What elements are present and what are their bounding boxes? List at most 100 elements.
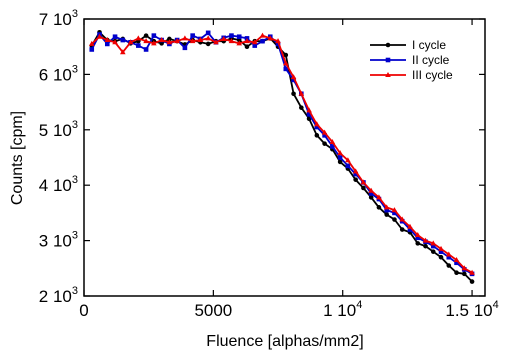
- legend-item: III cycle: [370, 68, 453, 82]
- data-point: [337, 155, 343, 160]
- data-point: [391, 207, 398, 213]
- data-point: [151, 33, 157, 38]
- data-point: [423, 243, 428, 249]
- data-point: [415, 241, 421, 246]
- data-point: [414, 232, 421, 238]
- data-point: [430, 249, 436, 254]
- data-point: [298, 90, 305, 96]
- data-point: [229, 33, 234, 38]
- data-point: [453, 256, 460, 262]
- data-point: [260, 38, 265, 44]
- data-point: [407, 227, 413, 232]
- data-point: [205, 41, 211, 47]
- data-point: [89, 47, 95, 52]
- data-point: [182, 35, 188, 41]
- data-point: [166, 39, 173, 45]
- series-3: [88, 32, 475, 275]
- data-point: [330, 144, 335, 149]
- data-point: [392, 210, 397, 216]
- data-point: [361, 185, 366, 191]
- data-point: [438, 254, 444, 260]
- data-point: [383, 204, 390, 210]
- legend-label: I cycle: [412, 38, 446, 52]
- data-point: [353, 177, 358, 182]
- data-point: [469, 279, 475, 284]
- data-point: [345, 163, 351, 169]
- legend-label: II cycle: [412, 53, 450, 67]
- data-point: [384, 207, 389, 213]
- legend-marker: [385, 57, 391, 63]
- x-tick-label: 5000: [194, 301, 232, 320]
- data-point: [306, 107, 312, 113]
- legend-item: II cycle: [370, 53, 450, 67]
- y-tick-label: 3 103: [39, 230, 78, 251]
- data-point: [244, 44, 250, 49]
- data-point: [368, 195, 374, 200]
- data-point: [151, 40, 157, 46]
- data-point: [136, 43, 141, 48]
- data-point: [430, 240, 437, 246]
- data-point: [314, 121, 320, 127]
- data-point: [337, 150, 343, 156]
- data-point: [290, 74, 297, 80]
- data-point: [352, 168, 359, 174]
- data-point: [197, 37, 204, 43]
- legend-marker: [385, 42, 391, 48]
- data-point: [205, 35, 211, 41]
- data-point: [353, 171, 358, 177]
- data-point: [104, 41, 110, 47]
- data-point: [236, 34, 242, 40]
- data-point: [251, 39, 258, 45]
- data-point: [190, 33, 195, 38]
- data-point: [306, 111, 312, 117]
- data-point: [299, 105, 304, 110]
- data-point: [399, 227, 405, 232]
- y-tick-label: 6 103: [39, 63, 78, 84]
- legend-item: I cycle: [370, 38, 446, 52]
- data-point: [112, 39, 118, 45]
- series-layer: [88, 29, 475, 284]
- data-point: [438, 249, 444, 254]
- data-point: [462, 271, 467, 277]
- data-point: [368, 187, 374, 193]
- y-axis-tick-labels: 2 103 3 103 4 103 5 103 6 103 7 103: [39, 8, 78, 306]
- data-point: [252, 43, 258, 48]
- data-point: [291, 91, 296, 97]
- y-axis-ticks: [84, 18, 485, 297]
- data-point: [422, 237, 429, 243]
- y-tick-label: 4 103: [39, 174, 78, 195]
- data-point: [220, 35, 227, 41]
- data-point: [314, 133, 320, 138]
- data-point: [244, 38, 250, 44]
- data-point: [469, 269, 475, 275]
- data-point: [120, 49, 126, 55]
- data-point: [430, 243, 436, 249]
- data-point: [415, 235, 421, 241]
- data-point: [376, 205, 382, 210]
- data-point: [384, 212, 389, 217]
- x-tick-label: 1 104: [323, 299, 362, 320]
- data-point: [283, 66, 289, 72]
- data-point: [322, 133, 327, 138]
- data-point: [322, 141, 327, 146]
- x-axis-label: Fluence [alphas/mm2]: [206, 333, 363, 350]
- data-point: [446, 263, 452, 268]
- data-point: [291, 77, 296, 83]
- data-point: [275, 38, 281, 44]
- data-point: [368, 191, 374, 196]
- data-point: [189, 38, 196, 44]
- data-point: [321, 129, 328, 135]
- y-axis-label: Counts [cpm]: [9, 111, 26, 205]
- x-tick-label: 1.5 104: [445, 299, 498, 320]
- data-point: [267, 35, 274, 41]
- data-point: [407, 223, 413, 229]
- data-point: [259, 32, 266, 38]
- data-point: [283, 52, 289, 58]
- data-point: [205, 30, 211, 36]
- data-point: [337, 159, 343, 165]
- data-point: [174, 38, 180, 44]
- x-tick-label: 0: [79, 301, 88, 320]
- data-point: [104, 37, 111, 43]
